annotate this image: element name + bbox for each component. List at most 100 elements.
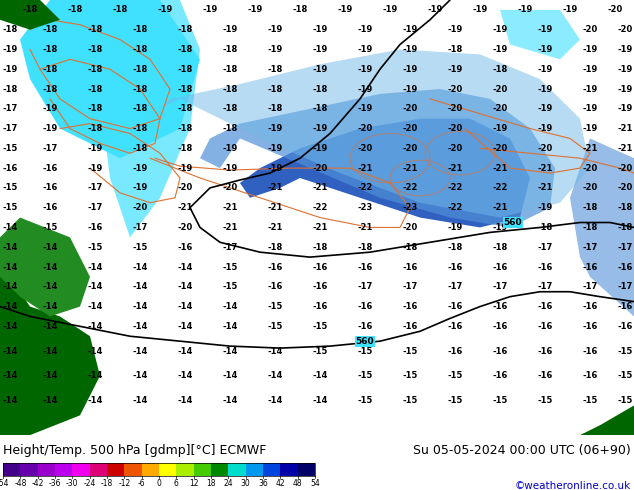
Text: -14: -14 [268,371,283,380]
Text: -19: -19 [87,164,103,172]
Text: -14: -14 [133,371,148,380]
Text: -19: -19 [3,65,18,74]
Polygon shape [150,49,590,218]
Text: -19: -19 [493,223,508,232]
Text: -15: -15 [223,282,238,291]
Text: -20: -20 [403,223,418,232]
Text: -12: -12 [118,479,131,488]
Text: -14: -14 [133,282,148,291]
Polygon shape [20,0,200,158]
Text: -18: -18 [313,243,328,252]
Text: -14: -14 [223,346,238,356]
Text: -19: -19 [583,45,598,54]
Bar [298,463,315,476]
Text: -18: -18 [133,45,148,54]
Text: -14: -14 [3,396,18,405]
Text: Height/Temp. 500 hPa [gdmp][°C] ECMWF: Height/Temp. 500 hPa [gdmp][°C] ECMWF [3,443,266,457]
Text: -18: -18 [223,45,238,54]
Text: -18: -18 [87,45,103,54]
Text: -18: -18 [223,124,238,133]
Text: -18: -18 [178,124,193,133]
Text: -14: -14 [178,396,193,405]
Text: -18: -18 [67,5,82,14]
Text: -16: -16 [537,346,553,356]
Polygon shape [500,10,580,59]
Bar [211,463,228,476]
Text: 560: 560 [356,337,374,345]
Text: -19: -19 [583,84,598,94]
Text: -15: -15 [87,243,103,252]
Text: -18: -18 [87,65,103,74]
Text: -14: -14 [42,322,58,331]
Bar [124,463,141,476]
Text: -20: -20 [583,183,598,193]
Text: -21: -21 [537,164,553,172]
Polygon shape [0,237,100,435]
Text: -18: -18 [133,84,148,94]
Text: -14: -14 [178,302,193,311]
Text: -19: -19 [358,25,373,34]
Text: -18: -18 [133,144,148,153]
Text: -18: -18 [493,65,508,74]
Text: -16: -16 [268,282,283,291]
Text: -18: -18 [583,203,598,212]
Text: -48: -48 [14,479,27,488]
Text: -19: -19 [538,104,553,113]
Text: -19: -19 [382,5,398,14]
Text: -20: -20 [403,124,418,133]
Polygon shape [200,89,555,227]
Text: -19: -19 [403,65,418,74]
Text: -17: -17 [448,282,463,291]
Text: -16: -16 [313,263,328,271]
Text: 0: 0 [157,479,162,488]
Text: -16: -16 [87,223,103,232]
Text: -14: -14 [178,263,193,271]
Text: -18: -18 [268,104,283,113]
Text: -18: -18 [223,104,238,113]
Text: -16: -16 [178,243,193,252]
Text: -15: -15 [313,322,328,331]
Text: -15: -15 [403,346,418,356]
Text: -16: -16 [493,371,508,380]
Text: -18: -18 [133,65,148,74]
Text: 24: 24 [224,479,233,488]
Text: -18: -18 [448,45,463,54]
Text: -18: -18 [42,65,58,74]
Bar [37,463,55,476]
Bar [280,463,298,476]
Text: -18: -18 [87,84,103,94]
Bar [107,463,124,476]
Text: -20: -20 [403,144,418,153]
Text: -19: -19 [403,25,418,34]
Text: -18: -18 [538,223,553,232]
Text: -19: -19 [313,65,328,74]
Text: -19: -19 [178,164,193,172]
Text: -21: -21 [618,124,633,133]
Text: -14: -14 [178,322,193,331]
Text: -14: -14 [42,396,58,405]
Text: -16: -16 [537,263,553,271]
Text: -21: -21 [493,164,508,172]
Bar [20,463,37,476]
Text: -19: -19 [313,144,328,153]
Text: -16: -16 [403,322,418,331]
Text: -15: -15 [133,243,148,252]
Text: -14: -14 [133,263,148,271]
Text: -20: -20 [133,203,148,212]
Text: -14: -14 [223,371,238,380]
Text: -21: -21 [358,164,373,172]
Text: -16: -16 [493,302,508,311]
Text: -17: -17 [87,203,103,212]
Text: -14: -14 [87,282,103,291]
Text: -16: -16 [537,371,553,380]
Text: -18: -18 [87,25,103,34]
Text: -14: -14 [42,346,58,356]
Bar [3,463,20,476]
Bar [3,463,315,476]
Text: -15: -15 [223,263,238,271]
Text: -17: -17 [618,282,633,291]
Text: -18: -18 [618,223,633,232]
Text: -19: -19 [313,45,328,54]
Text: -20: -20 [583,164,598,172]
Text: -19: -19 [358,104,373,113]
